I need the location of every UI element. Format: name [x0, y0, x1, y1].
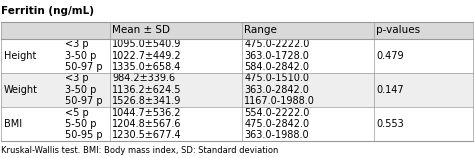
Text: 1136.2±624.5: 1136.2±624.5: [112, 85, 182, 95]
Text: Kruskal-Wallis test. BMI: Body mass index, SD: Standard deviation: Kruskal-Wallis test. BMI: Body mass inde…: [1, 146, 279, 155]
Text: 475.0-2222.0: 475.0-2222.0: [244, 39, 310, 49]
Text: <3 p: <3 p: [65, 73, 89, 83]
Text: 0.147: 0.147: [376, 85, 404, 95]
Text: 363.0-1728.0: 363.0-1728.0: [244, 51, 309, 61]
Text: 584.0-2842.0: 584.0-2842.0: [244, 62, 309, 72]
FancyBboxPatch shape: [1, 118, 473, 130]
Text: 50-95 p: 50-95 p: [65, 130, 103, 140]
Text: BMI: BMI: [4, 119, 22, 129]
Text: 1044.7±536.2: 1044.7±536.2: [112, 108, 182, 118]
FancyBboxPatch shape: [1, 96, 473, 107]
Text: Weight: Weight: [4, 85, 38, 95]
Text: 1095.0±540.9: 1095.0±540.9: [112, 39, 182, 49]
FancyBboxPatch shape: [1, 130, 473, 141]
Text: Range: Range: [244, 25, 277, 35]
Text: Height: Height: [4, 51, 36, 61]
FancyBboxPatch shape: [1, 39, 473, 50]
FancyBboxPatch shape: [1, 73, 473, 84]
Text: 363.0-1988.0: 363.0-1988.0: [244, 130, 309, 140]
Text: 0.553: 0.553: [376, 119, 404, 129]
FancyBboxPatch shape: [1, 107, 473, 118]
Text: 3-50 p: 3-50 p: [65, 51, 96, 61]
Text: 1526.8±341.9: 1526.8±341.9: [112, 96, 182, 106]
FancyBboxPatch shape: [1, 22, 473, 39]
Text: 475.0-2842.0: 475.0-2842.0: [244, 119, 309, 129]
Text: 1204.8±567.6: 1204.8±567.6: [112, 119, 182, 129]
Text: Mean ± SD: Mean ± SD: [112, 25, 170, 35]
Text: 3-50 p: 3-50 p: [65, 85, 96, 95]
Text: 0.479: 0.479: [376, 51, 404, 61]
Text: <3 p: <3 p: [65, 39, 89, 49]
Text: 984.2±339.6: 984.2±339.6: [112, 73, 175, 83]
Text: 554.0-2222.0: 554.0-2222.0: [244, 108, 310, 118]
Text: 50-97 p: 50-97 p: [65, 96, 103, 106]
Text: 5-50 p: 5-50 p: [65, 119, 97, 129]
Text: 363.0-2842.0: 363.0-2842.0: [244, 85, 309, 95]
Text: 1167.0-1988.0: 1167.0-1988.0: [244, 96, 315, 106]
Text: p-values: p-values: [376, 25, 420, 35]
Text: 1230.5±677.4: 1230.5±677.4: [112, 130, 182, 140]
Text: 1335.0±658.4: 1335.0±658.4: [112, 62, 182, 72]
FancyBboxPatch shape: [1, 61, 473, 73]
Text: 1022.7±449.2: 1022.7±449.2: [112, 51, 182, 61]
FancyBboxPatch shape: [1, 84, 473, 96]
Text: <5 p: <5 p: [65, 108, 89, 118]
Text: 475.0-1510.0: 475.0-1510.0: [244, 73, 309, 83]
FancyBboxPatch shape: [1, 50, 473, 61]
Text: 50-97 p: 50-97 p: [65, 62, 103, 72]
Text: Ferritin (ng/mL): Ferritin (ng/mL): [1, 6, 94, 16]
